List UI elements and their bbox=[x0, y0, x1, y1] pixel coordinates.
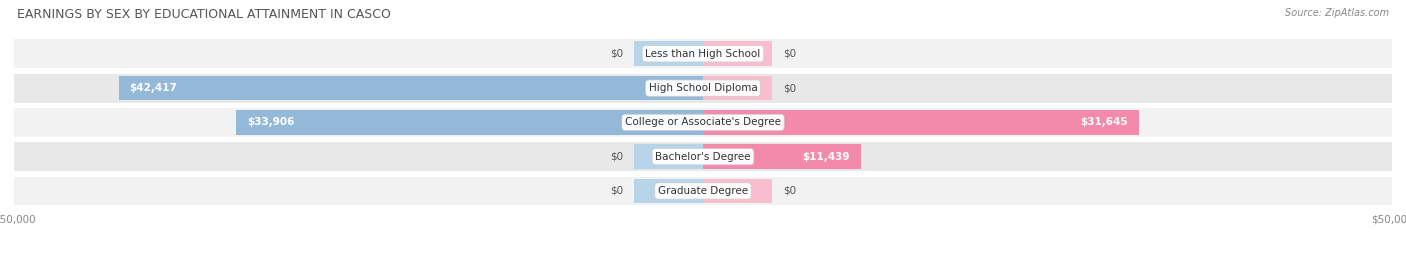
Text: Graduate Degree: Graduate Degree bbox=[658, 186, 748, 196]
Text: $0: $0 bbox=[610, 152, 623, 162]
Bar bbox=[703, 76, 772, 100]
Text: High School Diploma: High School Diploma bbox=[648, 83, 758, 93]
Text: College or Associate's Degree: College or Associate's Degree bbox=[626, 117, 780, 128]
Bar bbox=[14, 176, 1392, 205]
Text: $0: $0 bbox=[610, 49, 623, 59]
Bar bbox=[236, 110, 703, 135]
Text: Less than High School: Less than High School bbox=[645, 49, 761, 59]
Text: Source: ZipAtlas.com: Source: ZipAtlas.com bbox=[1285, 8, 1389, 18]
Text: EARNINGS BY SEX BY EDUCATIONAL ATTAINMENT IN CASCO: EARNINGS BY SEX BY EDUCATIONAL ATTAINMEN… bbox=[17, 8, 391, 21]
Bar bbox=[14, 40, 1392, 68]
Text: $31,645: $31,645 bbox=[1080, 117, 1128, 128]
Bar bbox=[703, 110, 1139, 135]
Text: $11,439: $11,439 bbox=[801, 152, 849, 162]
Text: $33,906: $33,906 bbox=[247, 117, 294, 128]
Bar bbox=[14, 74, 1392, 102]
Text: $0: $0 bbox=[610, 186, 623, 196]
Text: $0: $0 bbox=[783, 49, 796, 59]
Bar bbox=[14, 142, 1392, 171]
Bar bbox=[634, 41, 703, 66]
Bar bbox=[703, 179, 772, 203]
Bar bbox=[14, 108, 1392, 137]
Text: $0: $0 bbox=[783, 186, 796, 196]
Bar bbox=[703, 41, 772, 66]
Bar bbox=[118, 76, 703, 100]
Bar bbox=[634, 179, 703, 203]
Bar bbox=[703, 144, 860, 169]
Bar bbox=[634, 144, 703, 169]
Text: $0: $0 bbox=[783, 83, 796, 93]
Text: Bachelor's Degree: Bachelor's Degree bbox=[655, 152, 751, 162]
Text: $42,417: $42,417 bbox=[129, 83, 177, 93]
